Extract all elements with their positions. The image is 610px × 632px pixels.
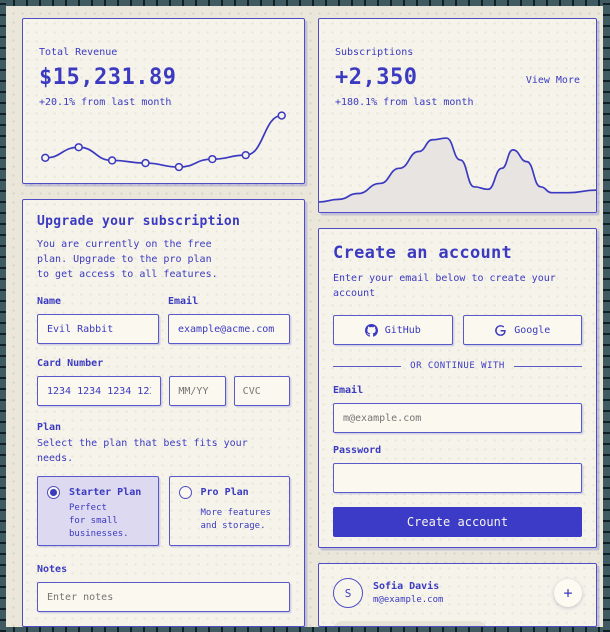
- pro-plan-name: Pro Plan: [200, 487, 249, 498]
- revenue-card-title: Total Revenue: [39, 47, 118, 58]
- contact-email: m@example.com: [373, 594, 444, 605]
- plan-description: Select the plan that best fits your need…: [37, 438, 248, 464]
- create-account-title: Create an account: [333, 243, 513, 263]
- create-account-card: Create an account Enter your email below…: [318, 228, 597, 548]
- account-email-label: Email: [333, 385, 364, 396]
- subscriptions-area-chart: [319, 137, 596, 212]
- card-cvc-input[interactable]: [233, 376, 290, 406]
- radio-checked-icon[interactable]: [47, 486, 60, 499]
- avatar-initial: S: [344, 586, 352, 600]
- google-icon: [495, 324, 506, 336]
- upgrade-subscription-card: Upgrade your subscription You are curren…: [22, 199, 305, 627]
- contact-name: Sofia Davis: [373, 580, 440, 592]
- revenue-line-chart: [41, 111, 286, 172]
- github-button-label: GitHub: [384, 324, 421, 336]
- subscriptions-card-title: Subscriptions: [335, 47, 414, 58]
- notes-input[interactable]: [37, 582, 290, 612]
- chat-message-bubble: [333, 621, 488, 626]
- upgrade-card-description: You are currently on the free plan. Upgr…: [37, 239, 218, 280]
- google-button-label: Google: [514, 324, 551, 336]
- revenue-value: $15,231.89: [39, 65, 177, 90]
- pro-plan-description: More features and storage.: [200, 507, 271, 531]
- password-input[interactable]: [333, 463, 582, 493]
- add-contact-button[interactable]: +: [554, 579, 582, 607]
- dashboard-page: Total Revenue $15,231.89 +20.1% from las…: [6, 6, 603, 627]
- card-number-input[interactable]: [37, 376, 162, 406]
- name-input[interactable]: [37, 314, 159, 344]
- google-button[interactable]: Google: [462, 315, 582, 345]
- view-more-link[interactable]: View More: [525, 75, 580, 86]
- revenue-delta: +20.1% from last month: [39, 97, 172, 108]
- github-icon: [364, 323, 378, 337]
- plus-icon: +: [563, 584, 573, 602]
- subscriptions-delta: +180.1% from last month: [335, 97, 474, 108]
- avatar: S: [333, 578, 363, 608]
- radio-unchecked-icon[interactable]: [178, 486, 192, 499]
- upgrade-card-title: Upgrade your subscription: [37, 214, 241, 229]
- card-expiry-input[interactable]: [169, 376, 226, 406]
- window-frame-top: [0, 0, 610, 6]
- card-number-label: Card Number: [37, 358, 104, 369]
- account-email-input[interactable]: [333, 403, 582, 433]
- pro-plan-option[interactable]: Pro Plan More features and storage.: [168, 476, 290, 546]
- github-button[interactable]: GitHub: [333, 315, 453, 345]
- plan-label: Plan: [37, 422, 62, 433]
- window-frame-left: [0, 0, 6, 632]
- create-account-button[interactable]: Create account: [333, 507, 582, 537]
- total-revenue-card: Total Revenue $15,231.89 +20.1% from las…: [22, 18, 305, 184]
- subscriptions-value: +2,350: [335, 65, 418, 90]
- window-frame-bottom: [0, 627, 610, 632]
- contacts-card: S Sofia Davis m@example.com +: [318, 563, 597, 627]
- starter-plan-description: Perfect for small businesses.: [69, 503, 129, 539]
- create-account-description: Enter your email below to create your ac…: [333, 273, 556, 299]
- notes-label: Notes: [37, 564, 68, 575]
- password-label: Password: [333, 445, 382, 456]
- window-frame-right: [603, 0, 610, 632]
- email-label: Email: [168, 296, 199, 307]
- subscriptions-card: Subscriptions +2,350 View More +180.1% f…: [318, 18, 597, 213]
- name-label: Name: [37, 296, 62, 307]
- email-input[interactable]: [168, 314, 290, 344]
- or-continue-divider: OR CONTINUE WITH: [333, 361, 582, 371]
- divider-label: OR CONTINUE WITH: [410, 361, 505, 371]
- starter-plan-name: Starter Plan: [69, 487, 142, 498]
- starter-plan-option[interactable]: Starter Plan Perfect for small businesse…: [37, 476, 159, 546]
